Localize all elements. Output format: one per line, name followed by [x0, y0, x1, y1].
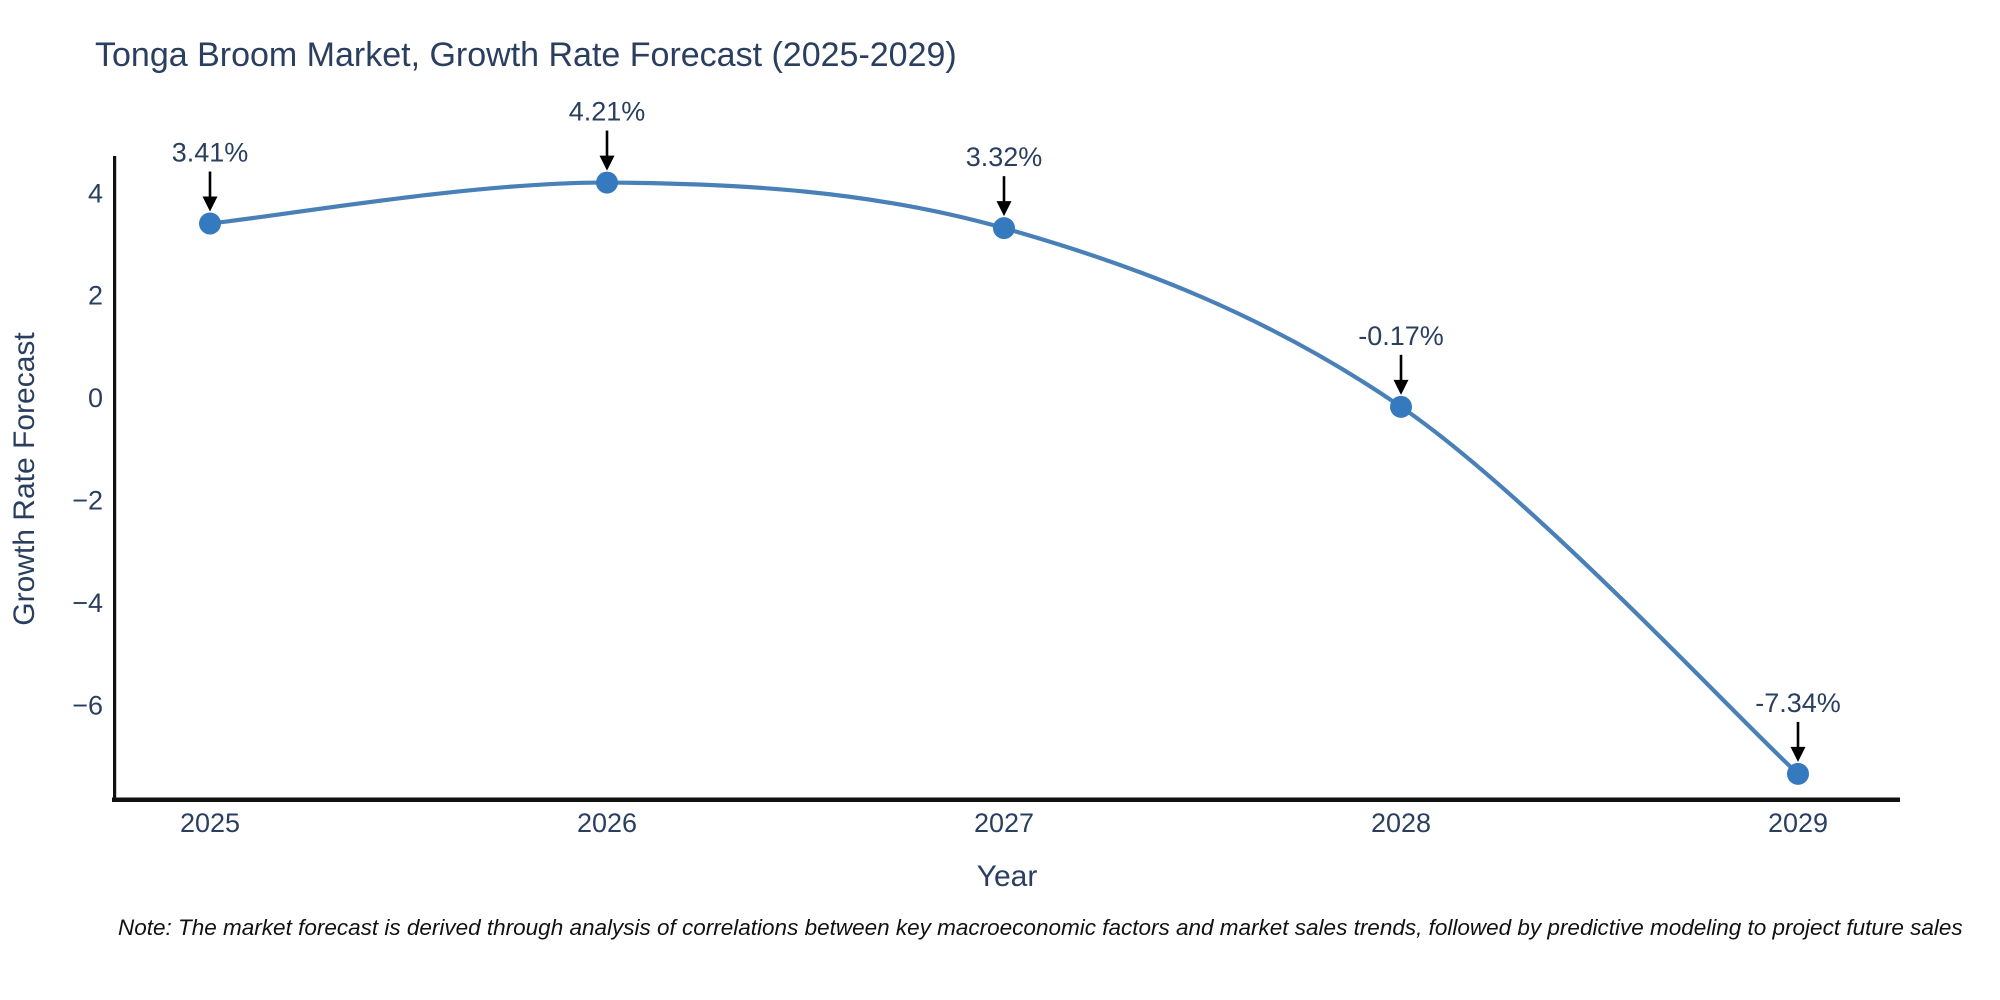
x-axis-line	[112, 797, 1900, 802]
annotation-label: -7.34%	[1755, 688, 1841, 718]
annotation-label: -0.17%	[1358, 321, 1444, 351]
x-tick-label: 2028	[1371, 808, 1431, 838]
data-point-marker[interactable]	[993, 217, 1015, 240]
y-tick-label: −6	[72, 690, 103, 720]
x-tick-label: 2026	[577, 808, 637, 838]
series-line	[207, 180, 1801, 776]
x-tick-label: 2025	[180, 808, 240, 838]
data-point-marker[interactable]	[1787, 762, 1809, 785]
annotation-label: 3.32%	[966, 142, 1043, 172]
y-tick-label: −2	[72, 486, 103, 516]
y-axis-title: Growth Rate Forecast	[8, 332, 41, 626]
annotation-label: 3.41%	[172, 138, 249, 168]
y-tick-label: 4	[88, 178, 103, 208]
y-axis-line	[113, 156, 117, 802]
annotation-label: 4.21%	[569, 97, 646, 127]
annotation-arrowhead	[996, 201, 1012, 217]
y-tick-label: −4	[72, 588, 103, 618]
x-axis-title: Year	[977, 860, 1038, 893]
annotation-arrowhead	[599, 155, 615, 171]
annotation-arrowhead	[1790, 746, 1806, 762]
data-point-marker[interactable]	[1390, 395, 1412, 418]
chart-title: Tonga Broom Market, Growth Rate Forecast…	[95, 36, 957, 74]
data-point-marker[interactable]	[199, 212, 221, 235]
y-tick-label: 0	[88, 383, 103, 413]
annotation-arrowhead	[1393, 379, 1409, 395]
data-point-marker[interactable]	[596, 171, 618, 194]
x-tick-label: 2029	[1768, 808, 1828, 838]
annotation-arrowhead	[202, 196, 218, 212]
x-tick-label: 2027	[974, 808, 1034, 838]
footnote: Note: The market forecast is derived thr…	[118, 915, 1963, 940]
y-tick-label: 2	[88, 281, 103, 311]
